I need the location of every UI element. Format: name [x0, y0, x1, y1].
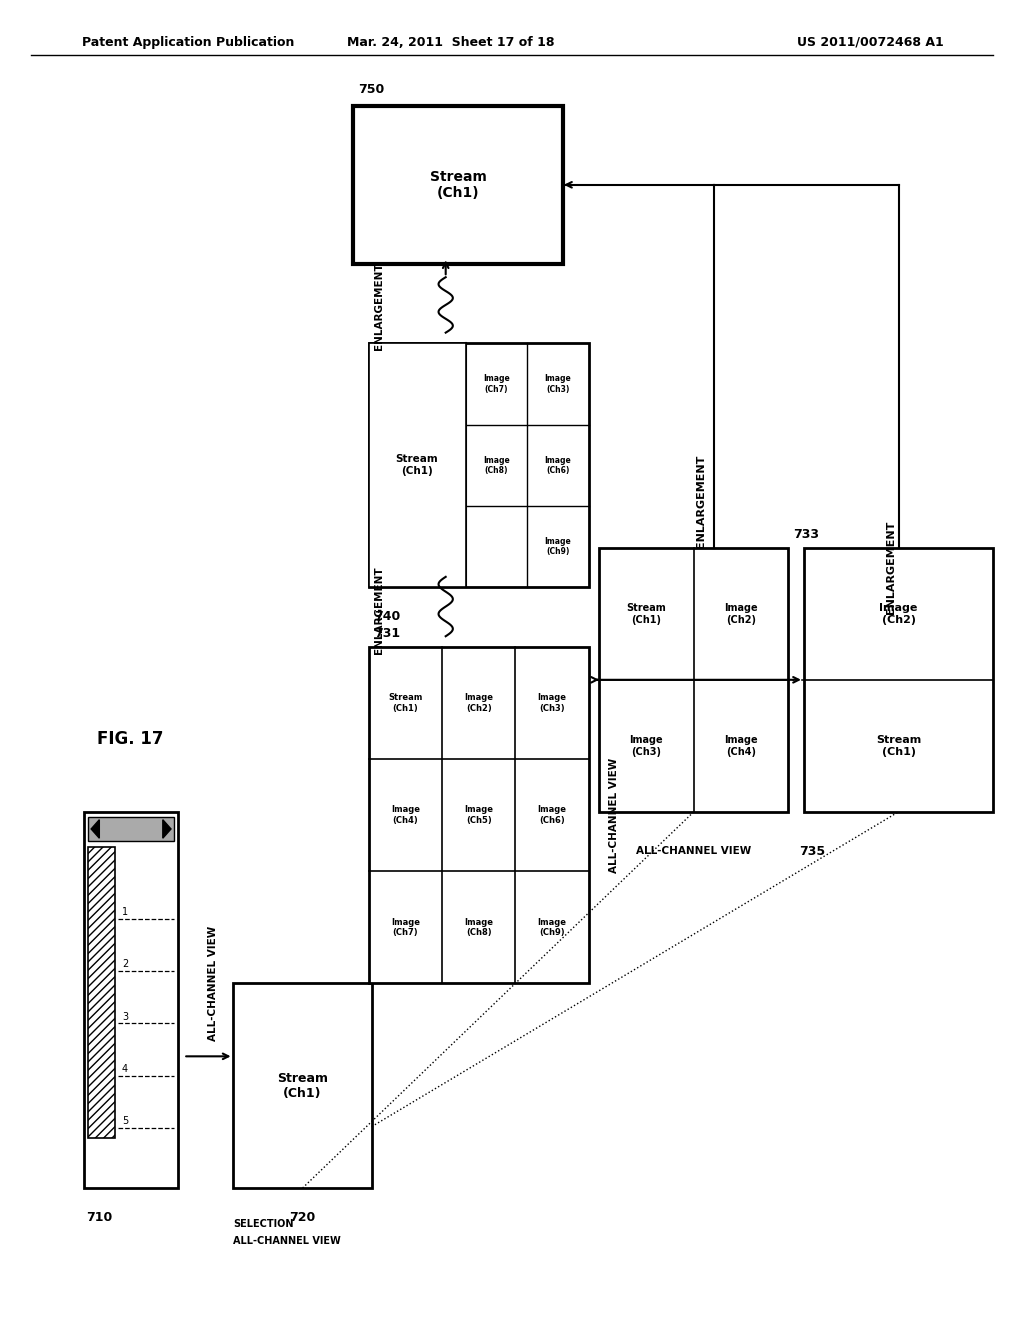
- Text: ALL-CHANNEL VIEW: ALL-CHANNEL VIEW: [636, 846, 752, 857]
- Text: Stream
(Ch1): Stream (Ch1): [876, 735, 922, 756]
- Text: Image
(Ch4): Image (Ch4): [391, 805, 420, 825]
- Text: ALL-CHANNEL VIEW: ALL-CHANNEL VIEW: [609, 758, 620, 873]
- Text: Image
(Ch5): Image (Ch5): [464, 805, 494, 825]
- Text: 720: 720: [290, 1210, 315, 1224]
- Bar: [369, 343, 589, 587]
- Text: Image
(Ch8): Image (Ch8): [483, 455, 510, 475]
- Text: ENLARGEMENT: ENLARGEMENT: [374, 566, 384, 653]
- Text: Image
(Ch2): Image (Ch2): [724, 603, 758, 624]
- Text: Image
(Ch6): Image (Ch6): [538, 805, 566, 825]
- Text: ENLARGEMENT: ENLARGEMENT: [886, 521, 896, 614]
- Text: 733: 733: [794, 528, 819, 541]
- Text: 4: 4: [122, 1064, 128, 1074]
- Text: ALL-CHANNEL VIEW: ALL-CHANNEL VIEW: [233, 1236, 341, 1246]
- Text: Stream
(Ch1): Stream (Ch1): [395, 454, 438, 477]
- Text: Image
(Ch9): Image (Ch9): [538, 917, 566, 937]
- Text: Image
(Ch8): Image (Ch8): [464, 917, 494, 937]
- Text: ENLARGEMENT: ENLARGEMENT: [696, 455, 707, 548]
- Bar: [599, 548, 788, 812]
- Text: 2: 2: [122, 960, 128, 969]
- Text: Image
(Ch4): Image (Ch4): [724, 735, 758, 756]
- Bar: [369, 343, 466, 587]
- Text: SELECTION: SELECTION: [233, 1218, 294, 1229]
- Text: 735: 735: [799, 845, 825, 858]
- Bar: [88, 847, 115, 1138]
- Text: ENLARGEMENT: ENLARGEMENT: [374, 263, 384, 350]
- Text: US 2011/0072468 A1: US 2011/0072468 A1: [797, 36, 944, 49]
- Text: Image
(Ch2): Image (Ch2): [880, 603, 918, 624]
- Bar: [369, 647, 589, 983]
- Text: Stream
(Ch1): Stream (Ch1): [430, 170, 486, 199]
- Text: Stream
(Ch1): Stream (Ch1): [388, 693, 423, 713]
- Bar: [804, 548, 993, 812]
- Polygon shape: [91, 820, 99, 838]
- Bar: [233, 983, 372, 1188]
- Text: 710: 710: [86, 1210, 113, 1224]
- Bar: [84, 812, 178, 1188]
- Text: Image
(Ch6): Image (Ch6): [545, 455, 571, 475]
- Text: Patent Application Publication: Patent Application Publication: [82, 36, 294, 49]
- Text: Image
(Ch3): Image (Ch3): [630, 735, 664, 756]
- Bar: [88, 817, 174, 841]
- Text: 5: 5: [122, 1117, 128, 1126]
- Text: FIG. 17: FIG. 17: [97, 730, 164, 748]
- Text: Image
(Ch3): Image (Ch3): [538, 693, 566, 713]
- Text: Image
(Ch9): Image (Ch9): [545, 537, 571, 557]
- Polygon shape: [163, 820, 171, 838]
- Text: Stream
(Ch1): Stream (Ch1): [627, 603, 667, 624]
- Text: Image
(Ch2): Image (Ch2): [464, 693, 494, 713]
- Bar: [353, 106, 563, 264]
- Text: 750: 750: [358, 83, 385, 96]
- Text: Stream
(Ch1): Stream (Ch1): [278, 1072, 328, 1100]
- Text: 740: 740: [374, 610, 400, 623]
- Text: 1: 1: [122, 907, 128, 917]
- Text: ALL-CHANNEL VIEW: ALL-CHANNEL VIEW: [208, 925, 218, 1041]
- Text: 731: 731: [374, 627, 400, 640]
- Text: Image
(Ch7): Image (Ch7): [483, 374, 510, 393]
- Text: Image
(Ch7): Image (Ch7): [391, 917, 420, 937]
- Text: 3: 3: [122, 1011, 128, 1022]
- Text: Mar. 24, 2011  Sheet 17 of 18: Mar. 24, 2011 Sheet 17 of 18: [347, 36, 554, 49]
- Text: Image
(Ch3): Image (Ch3): [545, 374, 571, 393]
